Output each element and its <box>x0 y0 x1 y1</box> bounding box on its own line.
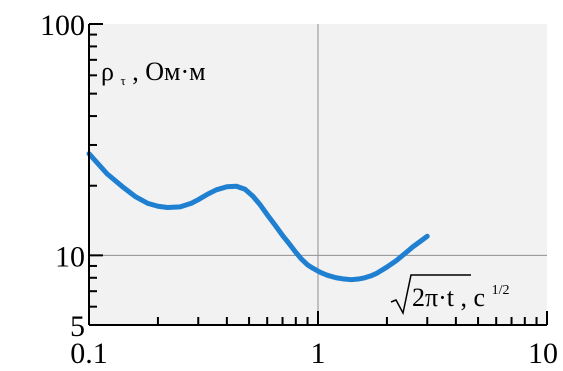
series-line <box>86 151 430 283</box>
grid-lines <box>89 24 547 325</box>
data-series <box>86 151 430 283</box>
x-tick-label: 1 <box>311 337 326 370</box>
y-tick-label: 5 <box>70 310 85 343</box>
ylabel-symbol: ρ <box>101 57 114 86</box>
axes <box>88 23 548 326</box>
xlabel-unit: , c <box>461 283 486 312</box>
xlabel-radicand: 2π·t <box>412 283 455 312</box>
xlabel-unit-superscript: 1/2 <box>492 283 510 298</box>
y-tick-label: 10 <box>55 240 85 273</box>
x-tick-label: 0.1 <box>70 337 108 370</box>
x-axis-title: 2π·t , c 1/2 <box>390 274 509 316</box>
ylabel-unit: , Ом·м <box>132 57 205 86</box>
svg-text:ρ τ , Ом·м: ρ τ , Ом·м <box>101 57 206 91</box>
tick-labels: 0.1 1 10 5 10 100 <box>40 9 558 370</box>
svg-text:2π·t , c 1/2: 2π·t , c 1/2 <box>412 283 509 312</box>
y-tick-label: 100 <box>40 9 85 42</box>
x-tick-label: 10 <box>528 337 558 370</box>
y-axis-title: ρ τ , Ом·м <box>101 57 206 91</box>
ylabel-subscript: τ <box>120 73 125 88</box>
sqrt-sign <box>390 274 471 316</box>
